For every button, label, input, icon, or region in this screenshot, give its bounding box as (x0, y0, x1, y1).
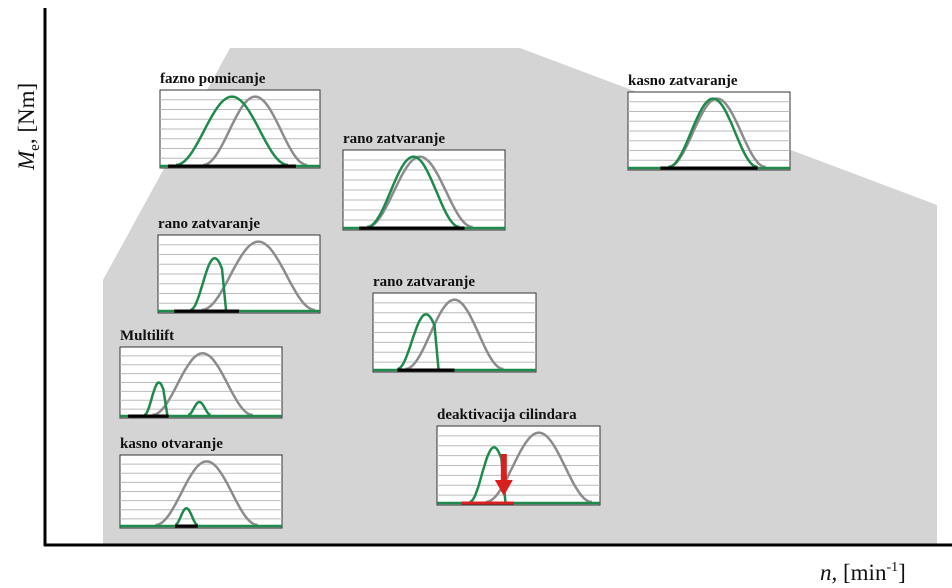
arrow-shaft (500, 454, 507, 482)
y-symbol: M (14, 149, 39, 171)
panel: Multilift (119, 328, 283, 419)
panel-label: fazno pomicanje (160, 71, 266, 87)
x-unit: [min (843, 560, 887, 585)
panel-label: deaktivacija cilindara (437, 407, 577, 423)
x-superscript: -1 (886, 560, 898, 575)
x-close: ] (898, 560, 906, 585)
panel: fazno pomicanje (159, 71, 321, 169)
reference-curve (203, 95, 308, 167)
valve-curve (367, 155, 460, 229)
arrow-head (494, 480, 513, 496)
valve-curve (397, 313, 440, 371)
y-axis-label: Me, [Nm] (14, 83, 43, 171)
valve-curve (190, 256, 228, 312)
panel: deaktivacija cilindara (436, 407, 601, 506)
panel-label: kasno zatvaranje (628, 73, 738, 89)
valve-curve (175, 95, 289, 167)
valve-curve (187, 400, 211, 417)
valve-curve (668, 97, 758, 169)
reference-curve (201, 240, 316, 312)
reference-curve (152, 352, 253, 417)
panel: kasno zatvaranje (627, 73, 791, 171)
x-symbol: n, (820, 560, 837, 585)
panel: kasno otvaranje (119, 436, 283, 529)
panel-label: Multilift (120, 328, 174, 344)
panel-label: kasno otvaranje (120, 436, 223, 452)
panel: rano zatvaranje (342, 131, 506, 231)
panel: rano zatvaranje (157, 216, 321, 314)
panel: rano zatvaranje (372, 274, 537, 373)
reference-curve (405, 298, 504, 371)
panel-label: rano zatvaranje (158, 216, 260, 232)
y-unit: , [Nm] (14, 83, 39, 144)
y-subscript: e (27, 144, 43, 151)
reference-curve (155, 460, 258, 527)
reference-curve (367, 155, 473, 229)
panel-label: rano zatvaranje (343, 131, 445, 147)
valve-curve (469, 446, 507, 504)
panel-label: rano zatvaranje (373, 274, 475, 290)
x-axis-label: n, [min-1] (820, 560, 906, 585)
valve-curve (174, 507, 199, 527)
valve-curve (143, 381, 169, 417)
